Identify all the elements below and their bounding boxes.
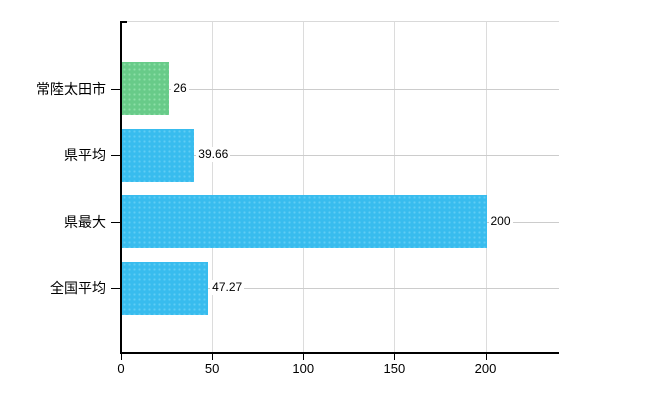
- category-row-line: [169, 88, 559, 90]
- bar-value-label: 39.66: [196, 147, 231, 162]
- bar-全国平均: [122, 261, 209, 315]
- y-axis-tick: [111, 88, 121, 90]
- bar-県平均: [122, 128, 195, 182]
- bar-value-label: 47.27: [210, 280, 245, 295]
- y-axis-tick: [111, 221, 121, 223]
- category-label: 全国平均: [50, 280, 106, 296]
- category-row-line: [486, 221, 559, 223]
- category-label: 県平均: [64, 147, 106, 163]
- bar-value-label: 26: [171, 80, 189, 96]
- bar-value-label: 200: [488, 213, 513, 229]
- y-axis-top-cap: [120, 21, 127, 23]
- category-row-line: [208, 288, 559, 289]
- y-axis-tick: [111, 288, 121, 289]
- gridline-vertical: [212, 21, 214, 352]
- x-axis-line: [120, 352, 559, 354]
- x-axis-tick: [394, 353, 396, 360]
- gridline-vertical: [394, 21, 396, 352]
- x-axis-tick-label: 150: [383, 361, 406, 376]
- gridline-vertical: [485, 21, 487, 352]
- x-axis-tick-label: 0: [117, 361, 125, 376]
- x-axis-tick-label: 100: [292, 361, 315, 376]
- gridline-vertical: [303, 21, 305, 352]
- category-row-line: [194, 155, 559, 156]
- bar-常陸太田市: [122, 62, 170, 115]
- x-axis-tick-label: 50: [204, 361, 220, 376]
- x-axis-tick: [212, 353, 214, 360]
- x-axis-tick-label: 200: [474, 361, 497, 376]
- bar-県最大: [122, 195, 487, 248]
- y-axis-tick: [111, 155, 121, 156]
- category-label: 常陸太田市: [36, 80, 106, 97]
- x-axis-tick: [485, 353, 487, 360]
- x-axis-tick: [121, 353, 122, 360]
- x-axis-tick: [303, 353, 305, 360]
- category-label: 県最大: [64, 213, 106, 230]
- plot-top-border: [127, 21, 559, 22]
- y-axis-line: [120, 21, 122, 353]
